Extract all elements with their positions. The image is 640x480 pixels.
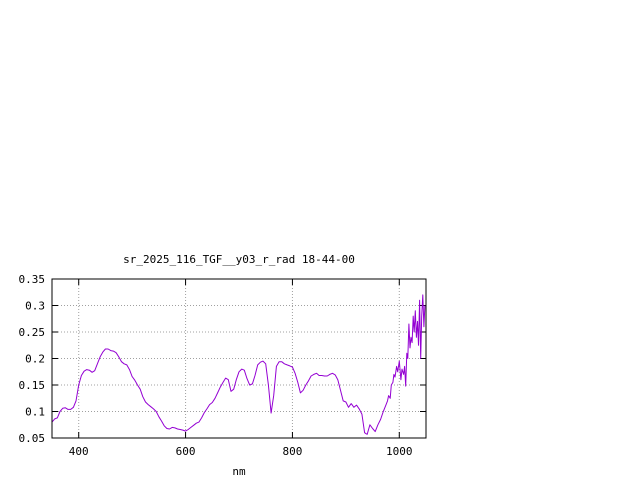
- x-tick-label: 800: [282, 445, 302, 458]
- grid: [52, 279, 426, 438]
- x-tick-label: 400: [69, 445, 89, 458]
- x-axis-label: nm: [232, 465, 246, 478]
- plot-frame: [51, 278, 427, 439]
- y-tick-label: 0.05: [19, 432, 46, 445]
- x-tick-label: 600: [176, 445, 196, 458]
- y-tick-label: 0.3: [25, 300, 45, 313]
- x-ticks: 400 600 800 1000: [69, 279, 413, 458]
- y-tick-label: 0.35: [19, 273, 46, 286]
- y-tick-label: 0.1: [25, 406, 45, 419]
- y-tick-label: 0.15: [19, 379, 46, 392]
- y-tick-label: 0.2: [25, 353, 45, 366]
- series-line: [51, 294, 426, 435]
- x-tick-label: 1000: [386, 445, 413, 458]
- y-tick-label: 0.25: [19, 326, 46, 339]
- series-group: [51, 294, 426, 435]
- chart-title: sr_2025_116_TGF__y03_r_rad 18-44-00: [123, 253, 355, 266]
